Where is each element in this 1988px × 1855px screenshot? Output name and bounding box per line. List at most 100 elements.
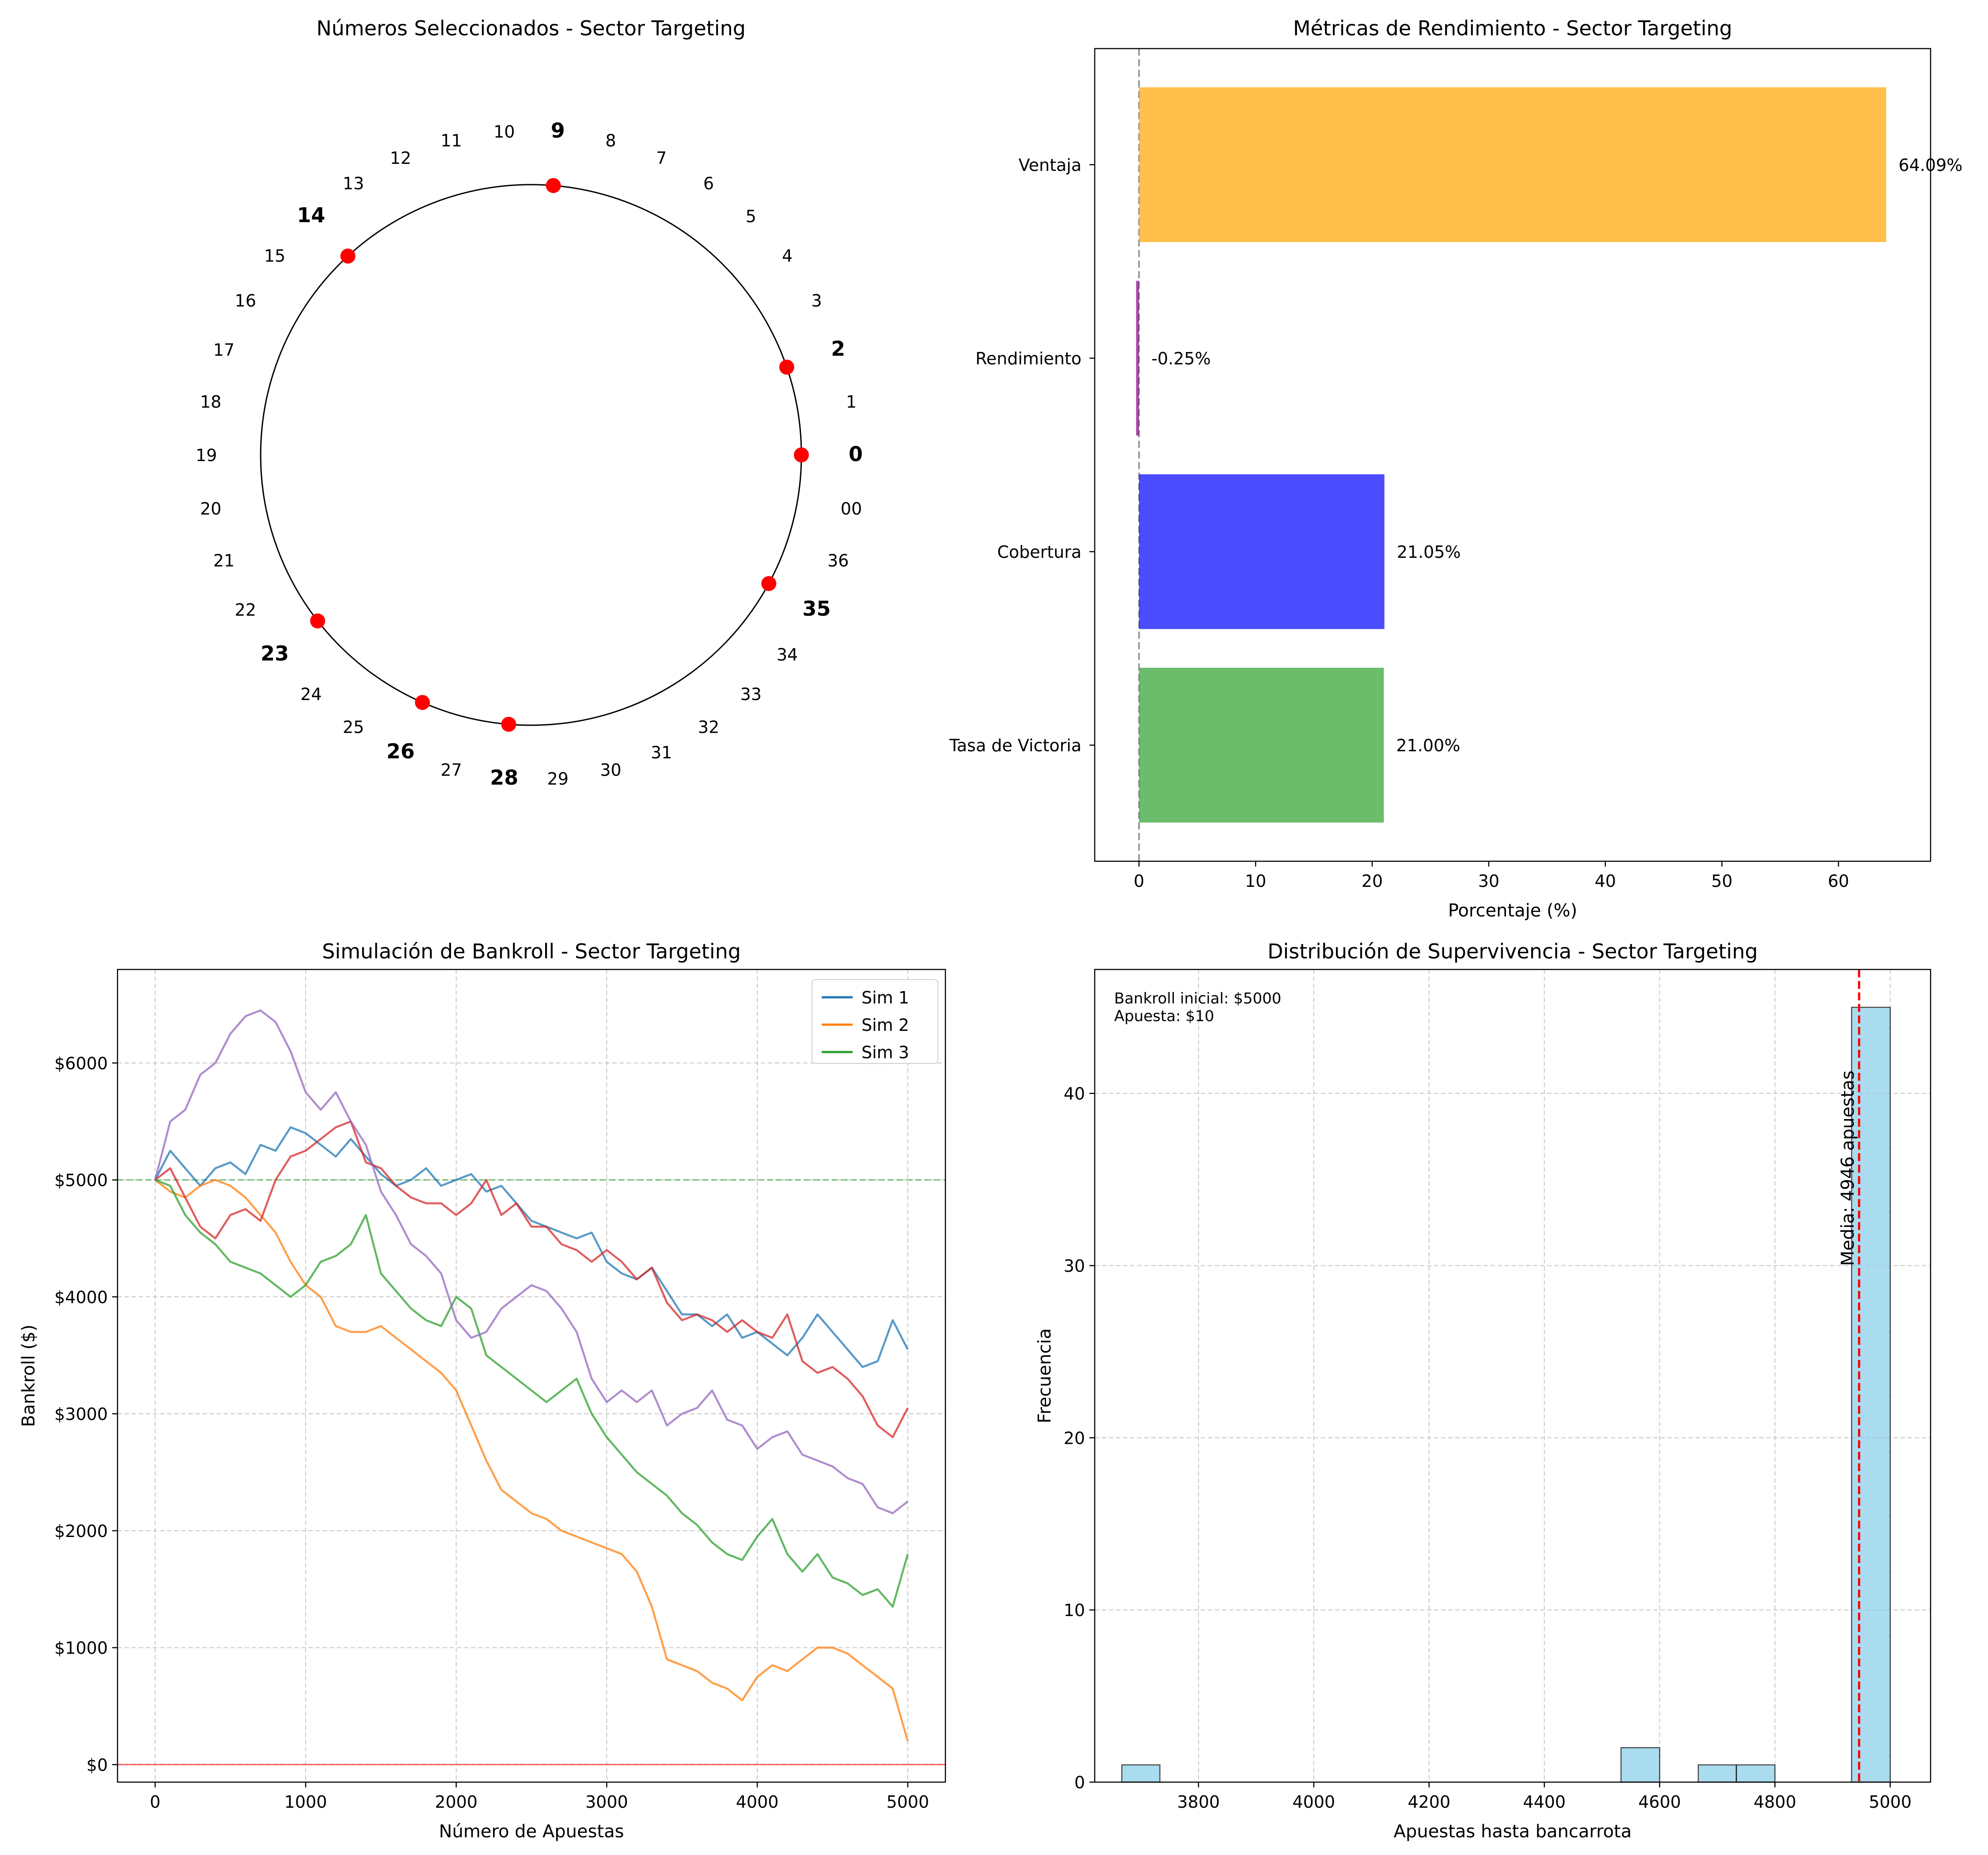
wheel-label-25: 25 [343, 717, 364, 737]
selected-dot-9 [546, 178, 561, 193]
ytick-4000: $4000 [54, 1287, 108, 1307]
wheel-label-13: 13 [343, 174, 364, 193]
wheel-label-24: 24 [300, 685, 322, 704]
plot-area [118, 1009, 945, 1765]
legend-label-sim-2: Sim 2 [861, 1015, 909, 1035]
bankroll-title: Simulación de Bankroll - Sector Targetin… [322, 939, 741, 963]
legend: Sim 1 Sim 2 Sim 3 [812, 979, 938, 1064]
selected-dot-26 [415, 695, 430, 710]
wheel-label-12: 12 [390, 148, 411, 168]
xtick-4200: 4200 [1408, 1792, 1450, 1812]
wheel-label-21: 21 [213, 551, 235, 571]
bar-cobertura [1139, 474, 1385, 629]
series-line-sim-2 [154, 1179, 909, 1741]
wheel-title: Números Seleccionados - Sector Targeting [316, 16, 746, 40]
annotation-bankroll: Bankroll inicial: $5000 [1114, 990, 1281, 1007]
ytick-0: $0 [87, 1755, 108, 1775]
selected-dot-0 [794, 447, 809, 462]
wheel-label-30: 30 [600, 761, 621, 780]
wheel-label-4: 4 [782, 246, 793, 266]
wheel-label-27: 27 [440, 761, 462, 780]
ytick-rendimiento: Rendimiento [975, 349, 1081, 368]
wheel-label-34: 34 [777, 645, 798, 664]
legend-label-sim-3: Sim 3 [861, 1043, 909, 1062]
xtick-50: 50 [1711, 871, 1732, 891]
ytick-40: 40 [1064, 1084, 1085, 1104]
selected-dot-28 [501, 716, 516, 732]
legend-box [812, 979, 938, 1064]
bankroll-axes-frame [117, 969, 946, 1783]
bankroll-panel: Simulación de Bankroll - Sector Targetin… [19, 939, 946, 1842]
wheel-label-0: 0 [849, 442, 863, 466]
series-line-sim-1 [154, 1126, 909, 1368]
legend-label-sim-1: Sim 1 [861, 988, 909, 1007]
wheel-label-14: 14 [297, 203, 325, 227]
xtick-4400: 4400 [1523, 1792, 1566, 1812]
ytick-2000: $2000 [54, 1522, 108, 1541]
ytick-10: 10 [1064, 1601, 1085, 1620]
ytick-3000: $3000 [54, 1404, 108, 1424]
wheel-label-16: 16 [235, 291, 256, 310]
wheel-label-22: 22 [235, 600, 256, 620]
wheel-label-00: 00 [841, 499, 862, 519]
wheel-label-11: 11 [440, 131, 462, 150]
histogram-bar-1 [1620, 1747, 1660, 1783]
wheel-label-9: 9 [551, 119, 565, 143]
xtick-4600: 4600 [1638, 1792, 1681, 1812]
xtick-0: 0 [150, 1792, 160, 1812]
histogram-bar-3 [1736, 1764, 1776, 1783]
wheel-label-31: 31 [651, 743, 672, 762]
ytick-0: 0 [1074, 1773, 1085, 1792]
survival-xlabel: Apuestas hasta bancarrota [1394, 1821, 1632, 1842]
wheel-label-6: 6 [703, 174, 714, 193]
metrics-panel: Métricas de Rendimiento - Sector Targeti… [949, 16, 1963, 921]
wheel-label-32: 32 [698, 717, 719, 737]
annotation-bet: Apuesta: $10 [1114, 1007, 1214, 1025]
xtick-0: 0 [1134, 871, 1144, 891]
wheel-label-35: 35 [802, 597, 831, 621]
wheel-label-23: 23 [261, 641, 289, 665]
wheel-label-3: 3 [811, 291, 822, 310]
wheel-label-17: 17 [213, 340, 235, 360]
xtick-4000: 4000 [1292, 1792, 1335, 1812]
series-line-unlabeled-4 [154, 1009, 909, 1514]
xtick-5000: 5000 [886, 1792, 929, 1812]
metrics-axes-frame [1094, 48, 1931, 862]
ytick-30: 30 [1064, 1257, 1085, 1276]
series-line-unlabeled-3 [154, 1120, 909, 1439]
wheel-label-15: 15 [264, 246, 285, 266]
survival-title: Distribución de Supervivencia - Sector T… [1267, 939, 1758, 963]
bar-ventaja [1139, 87, 1886, 242]
ytick-5000: $5000 [54, 1171, 108, 1190]
xtick-4800: 4800 [1753, 1792, 1796, 1812]
selected-dot-2 [779, 360, 794, 375]
bankroll-ylabel: Bankroll ($) [19, 1325, 39, 1427]
xtick-3000: 3000 [585, 1792, 628, 1812]
wheel-label-5: 5 [746, 207, 756, 226]
bar-rendimiento [1136, 280, 1139, 436]
value-label-rendimiento: -0.25% [1151, 349, 1210, 368]
wheel-label-28: 28 [490, 765, 518, 789]
xtick-20: 20 [1362, 871, 1383, 891]
xtick-2000: 2000 [435, 1792, 478, 1812]
bankroll-xlabel: Número de Apuestas [439, 1821, 624, 1842]
mean-label: Media: 4946 apuestas [1838, 1071, 1858, 1266]
wheel-label-7: 7 [656, 148, 667, 168]
wheel-label-18: 18 [200, 392, 221, 412]
wheel-label-36: 36 [827, 551, 849, 571]
wheel-label-33: 33 [740, 685, 762, 704]
survival-ylabel: Frecuencia [1035, 1328, 1055, 1423]
wheel-panel: Números Seleccionados - Sector Targeting… [196, 16, 863, 789]
xtick-4000: 4000 [736, 1792, 779, 1812]
metrics-title: Métricas de Rendimiento - Sector Targeti… [1293, 16, 1732, 40]
wheel-label-26: 26 [387, 739, 415, 763]
survival-panel: Distribución de Supervivencia - Sector T… [1035, 939, 1931, 1842]
wheel-label-10: 10 [493, 122, 515, 142]
ytick-cobertura: Cobertura [997, 542, 1081, 562]
selected-dot-14 [340, 248, 356, 264]
wheel-label-2: 2 [831, 337, 845, 360]
xtick-30: 30 [1478, 871, 1499, 891]
xtick-10: 10 [1245, 871, 1266, 891]
selected-dot-35 [761, 576, 777, 591]
